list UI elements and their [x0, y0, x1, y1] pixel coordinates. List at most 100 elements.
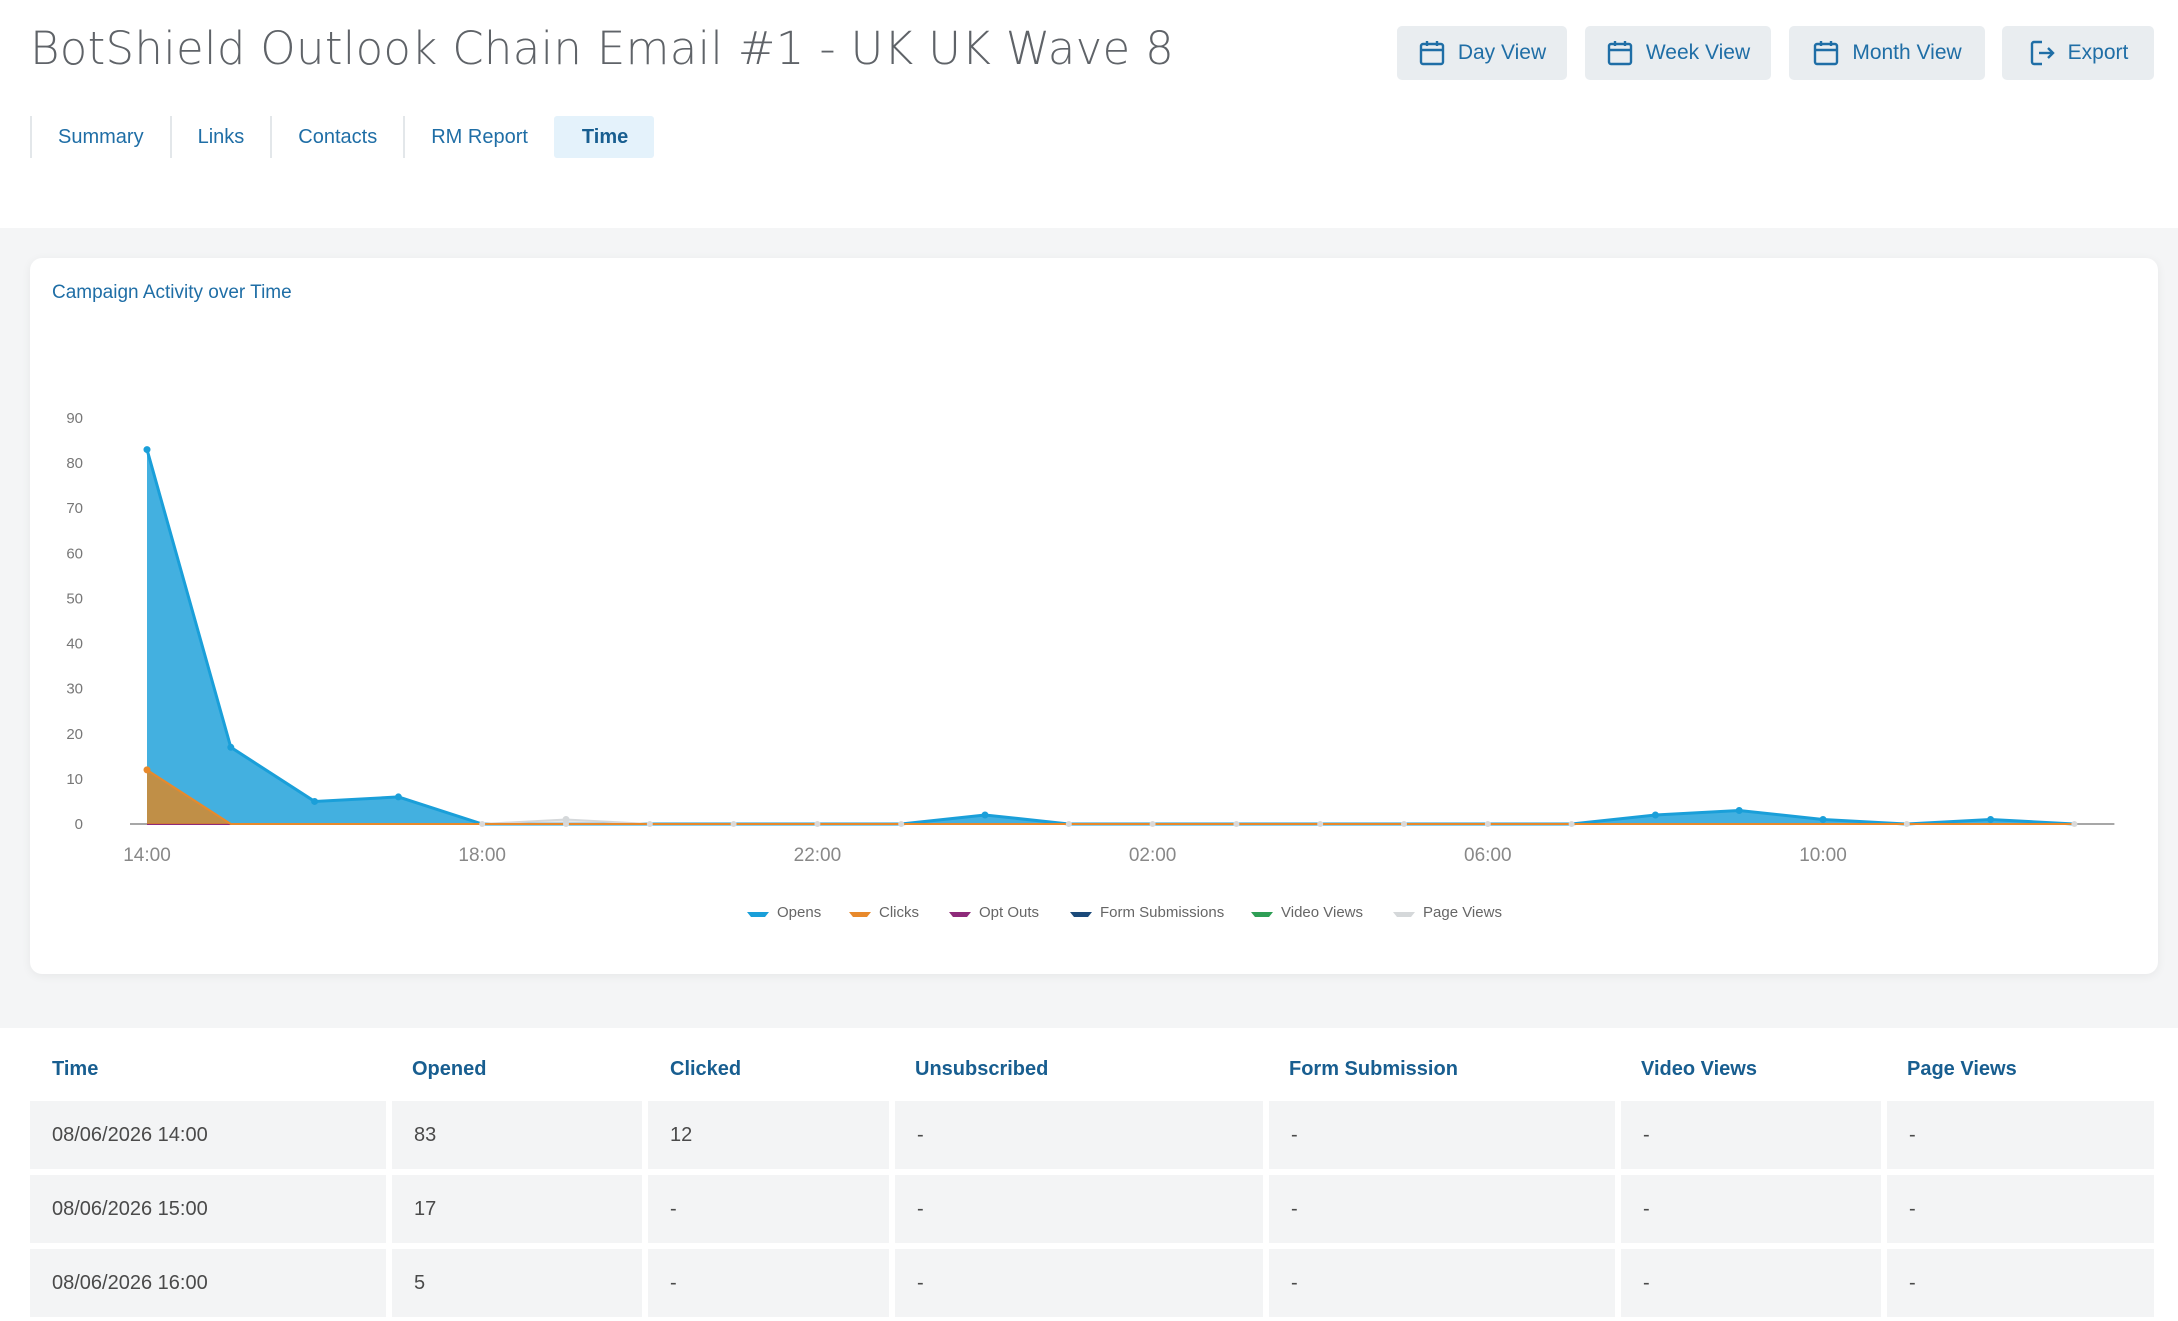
legend-swatch-opt-outs — [949, 912, 971, 917]
legend-label-video-views: Video Views — [1281, 904, 1363, 921]
chart-title: Campaign Activity over Time — [52, 282, 292, 303]
legend-swatch-form-submissions — [1070, 912, 1092, 917]
data-point-opens — [1149, 821, 1156, 827]
table-row: 08/06/2026 15:00 17 - - - - - — [30, 1175, 2154, 1243]
header-opened[interactable]: Opened — [412, 1058, 487, 1080]
month-view-button[interactable]: Month View — [1789, 26, 1985, 80]
x-tick-label: 22:00 — [794, 845, 842, 866]
export-button[interactable]: Export — [2002, 26, 2154, 80]
x-tick-label: 02:00 — [1129, 845, 1177, 866]
cell-page-views: - — [1887, 1175, 2154, 1243]
header-form-submission[interactable]: Form Submission — [1289, 1058, 1458, 1080]
y-tick-label: 90 — [66, 410, 83, 427]
tab-links[interactable]: Links — [169, 116, 271, 158]
data-point-opens — [1735, 806, 1743, 814]
y-tick-label: 60 — [66, 545, 83, 562]
x-tick-label: 18:00 — [458, 845, 506, 866]
cell-time: 08/06/2026 15:00 — [30, 1175, 386, 1243]
y-tick-label: 10 — [66, 771, 83, 788]
data-point-opens — [227, 743, 235, 751]
cell-video-views: - — [1621, 1249, 1881, 1317]
calendar-icon — [1814, 41, 1839, 66]
series-line-clicks — [146, 769, 2075, 825]
cell-form-submission: - — [1269, 1175, 1615, 1243]
cell-opened: 17 — [392, 1175, 642, 1243]
legend-label-opens: Opens — [777, 904, 821, 921]
activity-table: Time Opened Clicked Unsubscribed Form Su… — [0, 1028, 2178, 1321]
week-view-button[interactable]: Week View — [1585, 26, 1771, 80]
data-point-opens — [1903, 821, 1910, 827]
legend-label-opt-outs: Opt Outs — [979, 904, 1039, 921]
legend-swatch-video-views — [1251, 912, 1273, 917]
table-row: 08/06/2026 16:00 5 - - - - - — [30, 1249, 2154, 1317]
tab-contacts[interactable]: Contacts — [270, 116, 403, 158]
export-icon — [2030, 40, 2055, 66]
tab-label: Time — [581, 125, 629, 148]
series-area-opens — [147, 449, 2075, 824]
tab-bar: Summary Links Contacts RM Report Time — [30, 116, 655, 158]
tab-time[interactable]: Time — [553, 116, 655, 158]
legend-label-page-views: Page Views — [1423, 904, 1502, 921]
cell-clicked: 12 — [648, 1101, 889, 1169]
cell-opened: 83 — [392, 1101, 642, 1169]
page-header: BotShield Outlook Chain Email #1 - UK UK… — [0, 0, 2178, 228]
table-header: Time Opened Clicked Unsubscribed Form Su… — [30, 1058, 2154, 1098]
month-view-label: Month View — [1852, 41, 1962, 64]
cell-unsubscribed: - — [895, 1175, 1263, 1243]
day-view-button[interactable]: Day View — [1397, 26, 1567, 80]
x-tick-label: 06:00 — [1464, 845, 1512, 866]
y-tick-label: 30 — [66, 681, 83, 698]
x-tick-label: 10:00 — [1799, 845, 1847, 866]
series-line-opens — [145, 449, 2075, 826]
data-point-opens — [1651, 811, 1659, 819]
week-view-label: Week View — [1645, 41, 1751, 64]
y-tick-label: 70 — [66, 500, 83, 517]
tab-label: Contacts — [298, 125, 378, 148]
data-point-opens — [1401, 821, 1407, 827]
header-unsubscribed[interactable]: Unsubscribed — [915, 1058, 1049, 1080]
y-tick-label: 0 — [75, 816, 83, 833]
data-point-page-views — [562, 815, 570, 823]
cell-unsubscribed: - — [895, 1249, 1263, 1317]
calendar-icon — [1419, 41, 1445, 66]
data-point-opens — [1987, 815, 1995, 823]
y-tick-label: 50 — [66, 590, 83, 607]
header-page-views[interactable]: Page Views — [1907, 1058, 2017, 1080]
data-point-opens — [143, 446, 151, 454]
tab-label: Summary — [58, 125, 144, 148]
data-point-clicks — [143, 766, 151, 774]
legend-label-clicks: Clicks — [879, 904, 919, 921]
page-title: BotShield Outlook Chain Email #1 - UK UK… — [30, 22, 1175, 75]
activity-chart: 0 10 20 30 40 50 60 70 80 90 14:00 18:00 22:00 02:00 0… — [66, 410, 2115, 921]
cell-time: 08/06/2026 14:00 — [30, 1101, 386, 1169]
header-clicked[interactable]: Clicked — [670, 1058, 742, 1080]
tab-label: RM Report — [431, 125, 528, 148]
legend-label-form-submissions: Form Submissions — [1100, 904, 1224, 921]
cell-clicked: - — [648, 1175, 889, 1243]
data-point-opens — [394, 793, 402, 801]
tab-summary[interactable]: Summary — [30, 116, 170, 158]
day-view-label: Day View — [1457, 41, 1547, 64]
data-point-opens — [1484, 821, 1491, 827]
data-point-opens — [1065, 821, 1072, 827]
cell-video-views: - — [1621, 1175, 1881, 1243]
header-time[interactable]: Time — [52, 1058, 99, 1080]
header-video-views[interactable]: Video Views — [1641, 1058, 1757, 1080]
data-point-opens — [311, 797, 319, 805]
cell-page-views: - — [1887, 1101, 2154, 1169]
tab-rm-report[interactable]: RM Report — [403, 116, 554, 158]
legend-swatch-opens — [747, 912, 769, 917]
chart-card: Campaign Activity over Time 0 10 20 30 40 50 6… — [30, 258, 2158, 974]
cell-clicked: - — [648, 1249, 889, 1317]
cell-opened: 5 — [392, 1249, 642, 1317]
data-point-opens — [646, 821, 653, 827]
data-point-opens — [479, 821, 486, 827]
table-row: 08/06/2026 14:00 83 12 - - - - — [30, 1101, 2154, 1169]
tab-label: Links — [197, 125, 245, 148]
cell-page-views: - — [1887, 1249, 2154, 1317]
cell-unsubscribed: - — [895, 1101, 1263, 1169]
data-point-opens — [981, 811, 989, 819]
export-label: Export — [2067, 41, 2129, 64]
cell-form-submission: - — [1269, 1101, 1615, 1169]
y-tick-label: 20 — [66, 726, 83, 743]
